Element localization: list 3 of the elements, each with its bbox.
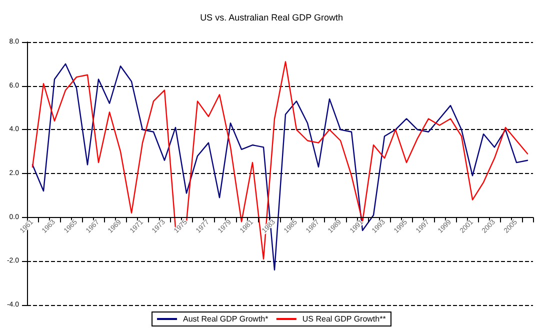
legend-label: US Real GDP Growth** [302,314,386,324]
legend-label: Aust Real GDP Growth* [183,314,268,324]
chart-title: US vs. Australian Real GDP Growth [200,12,343,22]
